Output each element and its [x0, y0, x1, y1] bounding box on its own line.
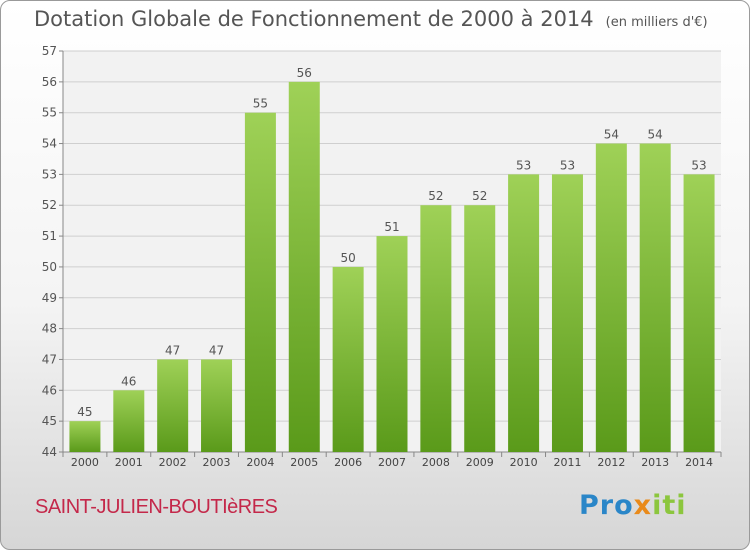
y-tick-label: 56: [42, 75, 57, 89]
bar: [244, 112, 276, 452]
bar: [683, 174, 715, 452]
x-tick-label: 2003: [203, 456, 231, 469]
bar: [69, 421, 101, 452]
y-tick-label: 54: [42, 137, 57, 151]
bar: [157, 359, 189, 452]
bar: [376, 236, 408, 452]
bar: [201, 359, 233, 452]
x-tick-label: 2005: [290, 456, 318, 469]
y-tick-label: 50: [42, 260, 57, 274]
x-tick-label: 2008: [422, 456, 450, 469]
data-label: 45: [77, 405, 92, 419]
x-tick-label: 2009: [466, 456, 494, 469]
data-label: 56: [297, 66, 312, 80]
x-tick-label: 2011: [553, 456, 581, 469]
bar: [420, 205, 452, 452]
data-label: 50: [340, 251, 355, 265]
data-label: 53: [560, 158, 575, 172]
y-tick-label: 55: [42, 106, 57, 120]
data-label: 53: [516, 158, 531, 172]
y-tick-label: 57: [42, 44, 57, 58]
logo-part-3: iti: [652, 490, 687, 521]
y-tick-label: 45: [42, 414, 57, 428]
x-tick-label: 2014: [685, 456, 713, 469]
data-label: 52: [428, 189, 443, 203]
x-tick-label: 2002: [159, 456, 187, 469]
bar: [551, 174, 583, 452]
x-tick-label: 2010: [510, 456, 538, 469]
x-tick-label: 2007: [378, 456, 406, 469]
x-tick-label: 2004: [246, 456, 274, 469]
x-tick-label: 2013: [641, 456, 669, 469]
logo-part-1: Pro: [579, 490, 634, 521]
data-label: 54: [604, 128, 619, 142]
bar: [332, 266, 364, 452]
bar: [464, 205, 496, 452]
chart-title-block: Dotation Globale de Fonctionnement de 20…: [34, 7, 708, 31]
logo-part-2: x: [633, 490, 653, 521]
y-tick-label: 47: [42, 352, 57, 366]
bar: [595, 143, 627, 453]
chart-unit: (en milliers d'€): [605, 15, 708, 30]
x-tick-label: 2012: [597, 456, 625, 469]
bar: [639, 143, 671, 453]
bar: [508, 174, 540, 452]
y-tick-label: 51: [42, 229, 57, 243]
data-label: 54: [648, 128, 663, 142]
y-tick-label: 53: [42, 167, 57, 181]
data-label: 51: [384, 220, 399, 234]
y-tick-label: 44: [42, 445, 57, 459]
data-label: 47: [209, 343, 224, 357]
y-tick-label: 48: [42, 322, 57, 336]
data-label: 53: [691, 158, 706, 172]
chart-title: Dotation Globale de Fonctionnement de 20…: [34, 7, 594, 31]
data-label: 55: [253, 97, 268, 111]
proxiti-logo: Proxiti: [579, 490, 687, 521]
x-tick-label: 2001: [115, 456, 143, 469]
bar: [288, 81, 320, 452]
commune-name: SAINT-JULIEN-BOUTIèRES: [35, 496, 278, 518]
data-label: 46: [121, 374, 136, 388]
data-label: 47: [165, 343, 180, 357]
y-tick-label: 52: [42, 198, 57, 212]
data-label: 52: [472, 189, 487, 203]
x-tick-label: 2006: [334, 456, 362, 469]
y-tick-label: 46: [42, 383, 57, 397]
bar: [113, 390, 145, 452]
x-tick-label: 2000: [71, 456, 99, 469]
y-tick-label: 49: [42, 291, 57, 305]
